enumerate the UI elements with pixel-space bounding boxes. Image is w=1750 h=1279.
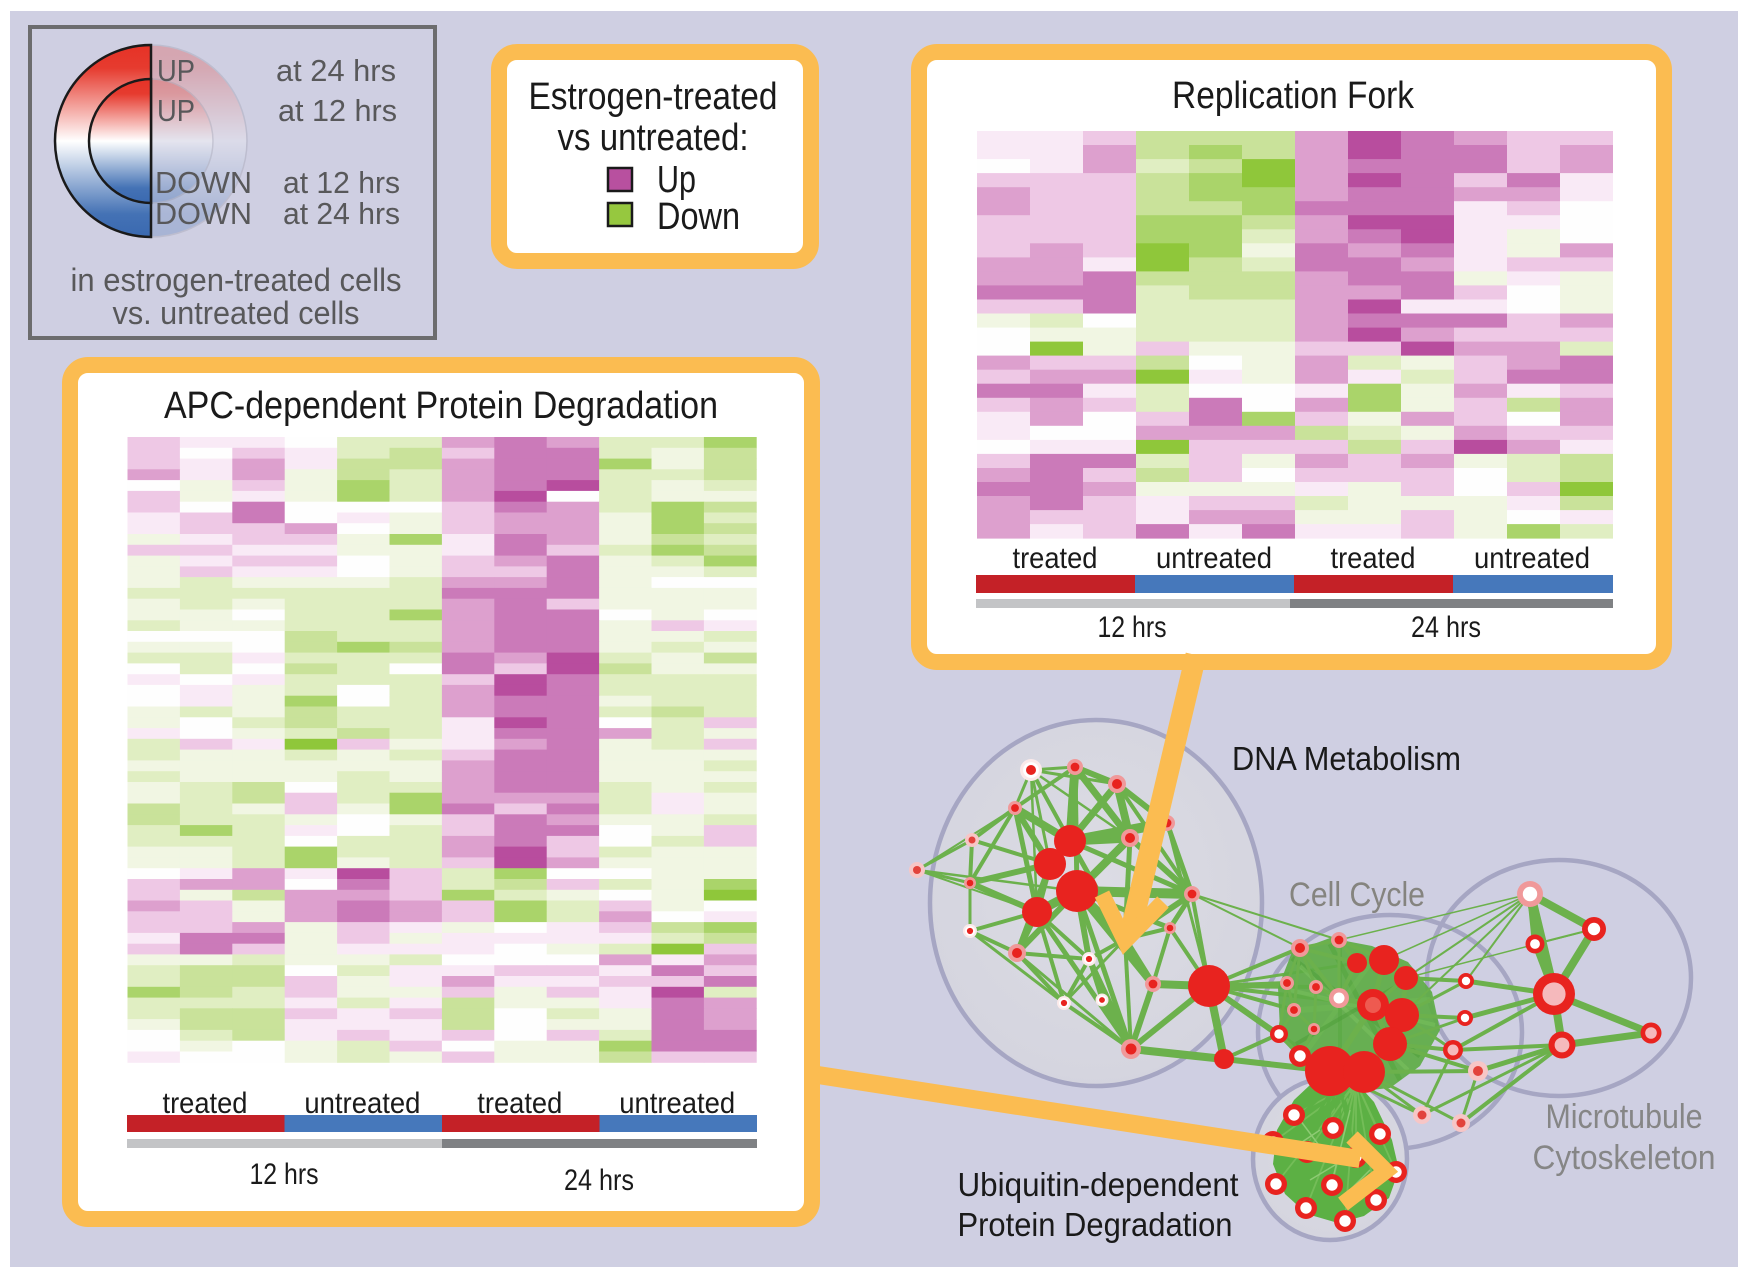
svg-text:treated: treated — [477, 1087, 562, 1120]
svg-text:Estrogen-treated: Estrogen-treated — [529, 76, 778, 118]
svg-text:12 hrs: 12 hrs — [250, 1158, 319, 1191]
svg-text:at 12 hrs: at 12 hrs — [283, 165, 400, 200]
svg-text:Ubiquitin-dependent: Ubiquitin-dependent — [958, 1166, 1239, 1203]
svg-text:untreated: untreated — [619, 1087, 735, 1120]
svg-text:12 hrs: 12 hrs — [1098, 611, 1167, 644]
svg-text:UP: UP — [157, 93, 195, 128]
svg-text:24 hrs: 24 hrs — [1411, 611, 1481, 644]
svg-text:DNA Metabolism: DNA Metabolism — [1232, 740, 1461, 777]
svg-text:vs untreated:: vs untreated: — [558, 117, 749, 159]
svg-text:Protein Degradation: Protein Degradation — [958, 1206, 1233, 1243]
svg-text:treated: treated — [1331, 542, 1416, 575]
svg-text:untreated: untreated — [1474, 542, 1590, 575]
svg-text:Replication Fork: Replication Fork — [1172, 75, 1415, 117]
svg-text:DOWN: DOWN — [155, 165, 252, 200]
svg-text:Up: Up — [657, 159, 696, 201]
svg-text:Cytoskeleton: Cytoskeleton — [1533, 1139, 1716, 1177]
svg-text:Down: Down — [657, 196, 740, 238]
svg-text:untreated: untreated — [1156, 542, 1272, 575]
svg-text:treated: treated — [163, 1087, 248, 1120]
svg-text:UP: UP — [157, 53, 195, 88]
svg-text:untreated: untreated — [304, 1087, 420, 1120]
svg-text:Cell Cycle: Cell Cycle — [1289, 876, 1425, 914]
svg-text:at 24 hrs: at 24 hrs — [283, 196, 400, 231]
svg-text:at 12 hrs: at 12 hrs — [278, 93, 397, 128]
svg-text:24 hrs: 24 hrs — [564, 1164, 634, 1197]
svg-text:APC-dependent Protein Degradat: APC-dependent Protein Degradation — [164, 385, 718, 427]
svg-text:DOWN: DOWN — [155, 196, 252, 231]
svg-text:treated: treated — [1013, 542, 1098, 575]
svg-text:at 24 hrs: at 24 hrs — [276, 53, 396, 88]
svg-text:in estrogen-treated cells: in estrogen-treated cells — [71, 262, 402, 298]
svg-text:vs. untreated cells: vs. untreated cells — [113, 295, 360, 331]
svg-text:Microtubule: Microtubule — [1546, 1098, 1703, 1136]
